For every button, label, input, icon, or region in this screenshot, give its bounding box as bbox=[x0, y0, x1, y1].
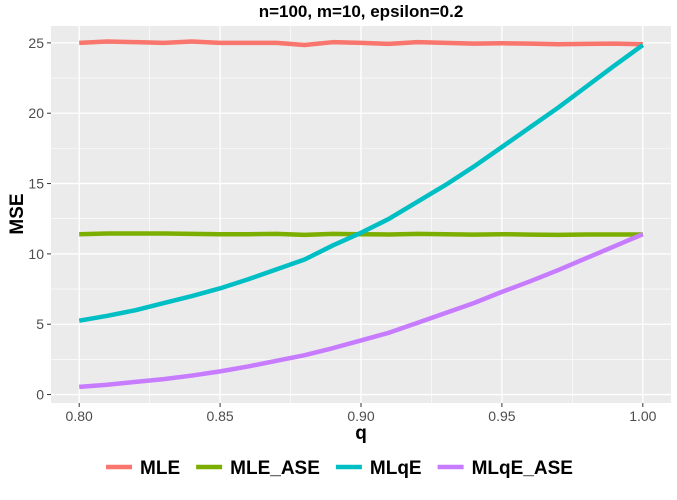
y-tick-label: 10 bbox=[28, 246, 44, 262]
y-tick-label: 0 bbox=[36, 387, 44, 403]
x-axis-title: q bbox=[355, 423, 367, 444]
y-tick-label: 20 bbox=[28, 105, 44, 121]
legend-label-mle: MLE bbox=[140, 458, 180, 479]
series-line-mle bbox=[79, 39, 643, 48]
legend-label-mle-ase: MLE_ASE bbox=[230, 458, 320, 479]
y-axis-ticks: 0 5 10 15 20 25 bbox=[28, 35, 51, 403]
y-tick-label: 15 bbox=[28, 176, 44, 192]
x-axis-ticks: 0.80 0.85 0.90 0.95 1.00 bbox=[66, 403, 657, 424]
x-tick-label: 1.00 bbox=[629, 408, 656, 424]
chart-title: n=100, m=10, epsilon=0.2 bbox=[259, 2, 464, 21]
x-tick-label: 0.85 bbox=[206, 408, 233, 424]
x-tick-label: 0.95 bbox=[488, 408, 515, 424]
series-line-mlqe bbox=[78, 43, 645, 323]
legend-label-mlqe: MLqE bbox=[370, 458, 422, 479]
series-lines bbox=[78, 39, 645, 390]
series-line-mlqe-ase bbox=[79, 232, 644, 390]
legend: MLE MLE_ASE MLqE MLqE_ASE bbox=[106, 458, 573, 479]
x-tick-label: 0.90 bbox=[347, 408, 374, 424]
x-tick-label: 0.80 bbox=[66, 408, 93, 424]
y-tick-label: 5 bbox=[36, 316, 44, 332]
y-axis-title: MSE bbox=[7, 193, 28, 234]
legend-label-mlqe-ase: MLqE_ASE bbox=[472, 458, 573, 479]
y-tick-label: 25 bbox=[28, 35, 44, 51]
